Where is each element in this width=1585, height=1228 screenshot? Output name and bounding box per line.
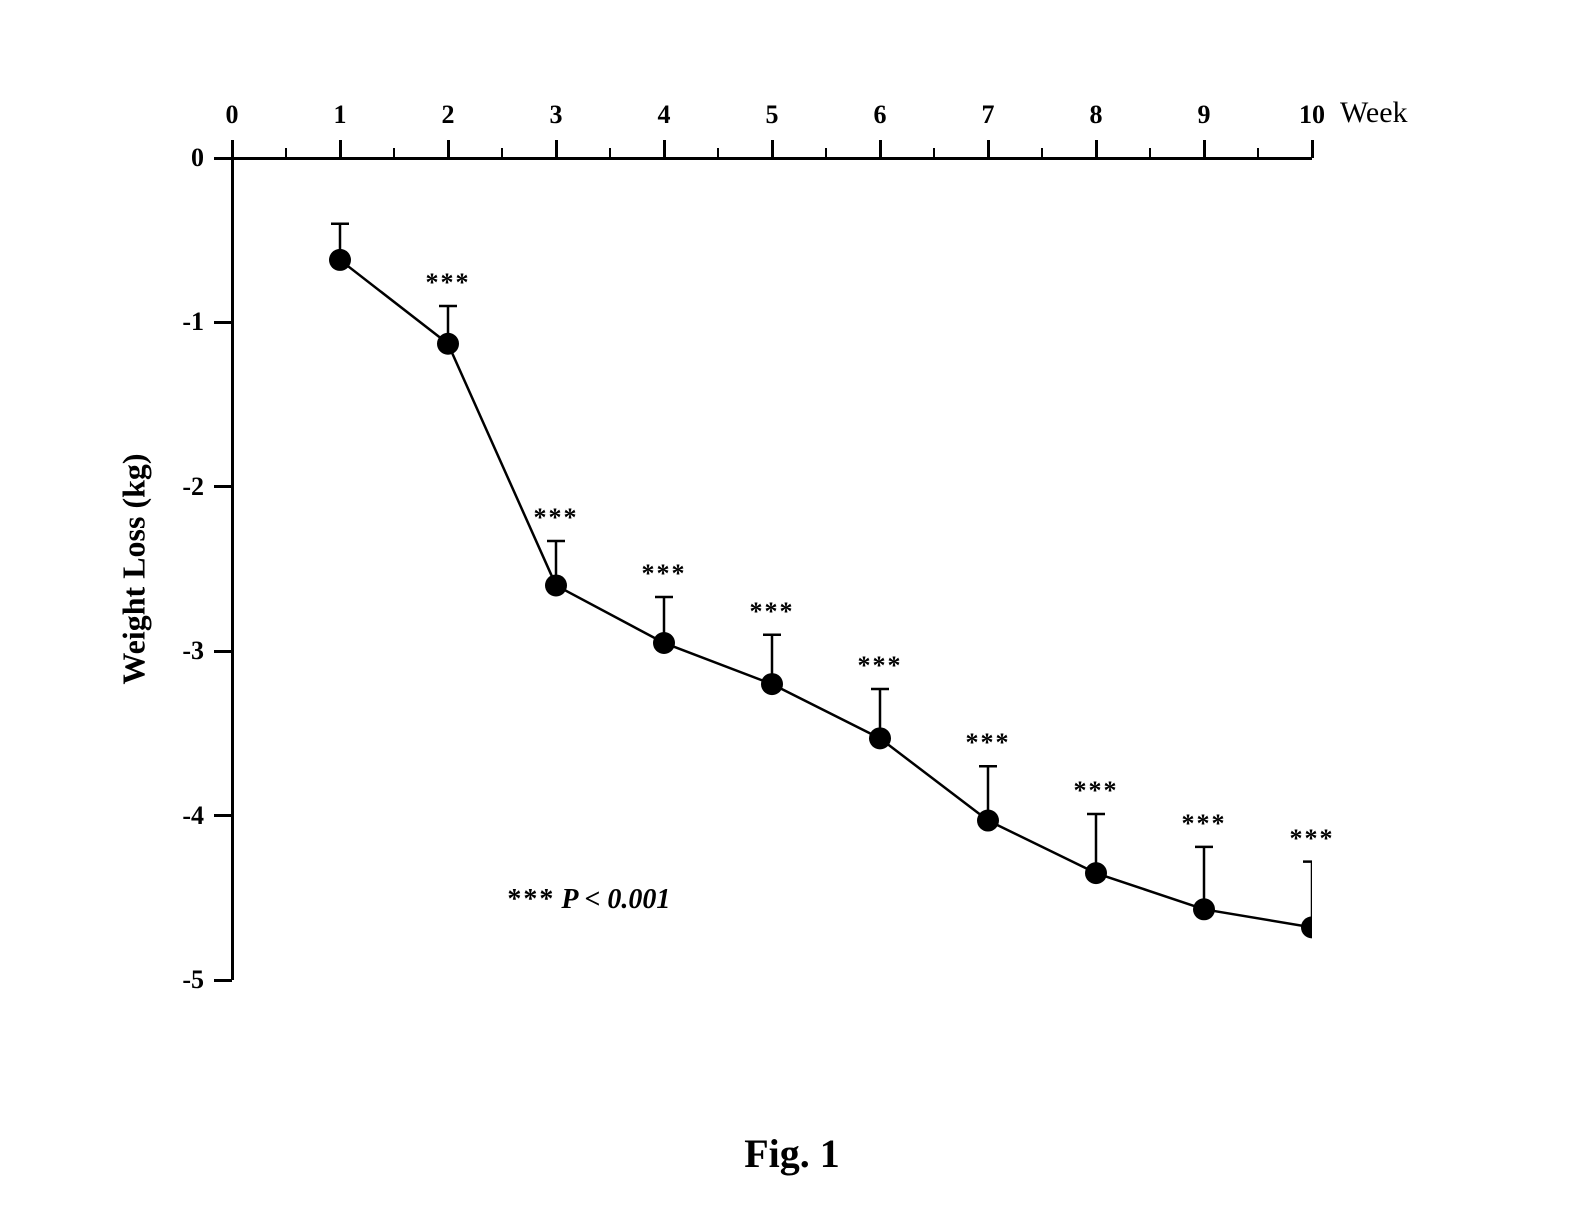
significance-marker: ***: [426, 268, 471, 298]
x-tick-major: [555, 140, 558, 158]
significance-marker: ***: [534, 503, 579, 533]
x-tick-label: 10: [1299, 100, 1325, 130]
y-tick-label: -1: [182, 307, 204, 337]
x-tick-label: 4: [658, 100, 671, 130]
y-axis-label: Weight Loss (kg): [116, 453, 153, 684]
x-tick-label: 0: [226, 100, 239, 130]
y-tick-major: [214, 979, 232, 982]
x-tick-major: [339, 140, 342, 158]
significance-marker: ***: [1290, 824, 1335, 854]
x-tick-major: [879, 140, 882, 158]
significance-legend-p: P < 0.001: [561, 884, 670, 915]
significance-marker: ***: [1074, 776, 1119, 806]
x-tick-minor: [933, 148, 935, 158]
y-tick-label: -2: [182, 472, 204, 502]
x-tick-label: 3: [550, 100, 563, 130]
x-tick-label: 5: [766, 100, 779, 130]
significance-legend-stars: ***: [507, 884, 555, 915]
x-tick-major: [1203, 140, 1206, 158]
x-tick-label: 8: [1090, 100, 1103, 130]
y-tick-major: [214, 650, 232, 653]
x-tick-label: 6: [874, 100, 887, 130]
x-tick-minor: [501, 148, 503, 158]
x-tick-label: 7: [982, 100, 995, 130]
x-tick-label: 1: [334, 100, 347, 130]
data-layer: [232, 158, 1312, 980]
x-tick-minor: [393, 148, 395, 158]
y-tick-label: 0: [191, 143, 204, 173]
x-tick-minor: [609, 148, 611, 158]
x-tick-minor: [1149, 148, 1151, 158]
significance-marker: ***: [858, 651, 903, 681]
y-tick-label: -5: [182, 965, 204, 995]
x-axis-end-label: Week: [1340, 96, 1408, 130]
figure-stage: Weight Loss (kg) Week ***P < 0.001 Fig. …: [0, 0, 1585, 1228]
y-axis-line: [231, 158, 234, 980]
plot-area: [232, 158, 1312, 980]
x-tick-minor: [717, 148, 719, 158]
x-tick-major: [231, 140, 234, 158]
significance-marker: ***: [966, 728, 1011, 758]
figure-caption: Fig. 1: [744, 1130, 840, 1177]
significance-legend: ***P < 0.001: [507, 884, 670, 916]
x-tick-minor: [285, 148, 287, 158]
significance-marker: ***: [750, 597, 795, 627]
x-tick-major: [447, 140, 450, 158]
y-tick-major: [214, 157, 232, 160]
significance-marker: ***: [1182, 809, 1227, 839]
x-tick-major: [1311, 140, 1314, 158]
y-tick-label: -4: [182, 801, 204, 831]
y-tick-major: [214, 485, 232, 488]
x-tick-label: 2: [442, 100, 455, 130]
x-tick-minor: [1257, 148, 1259, 158]
x-tick-minor: [1041, 148, 1043, 158]
significance-marker: ***: [642, 559, 687, 589]
y-tick-major: [214, 814, 232, 817]
y-tick-label: -3: [182, 636, 204, 666]
x-tick-label: 9: [1198, 100, 1211, 130]
x-tick-major: [987, 140, 990, 158]
x-tick-minor: [825, 148, 827, 158]
x-tick-major: [663, 140, 666, 158]
y-tick-major: [214, 321, 232, 324]
x-tick-major: [1095, 140, 1098, 158]
x-tick-major: [771, 140, 774, 158]
